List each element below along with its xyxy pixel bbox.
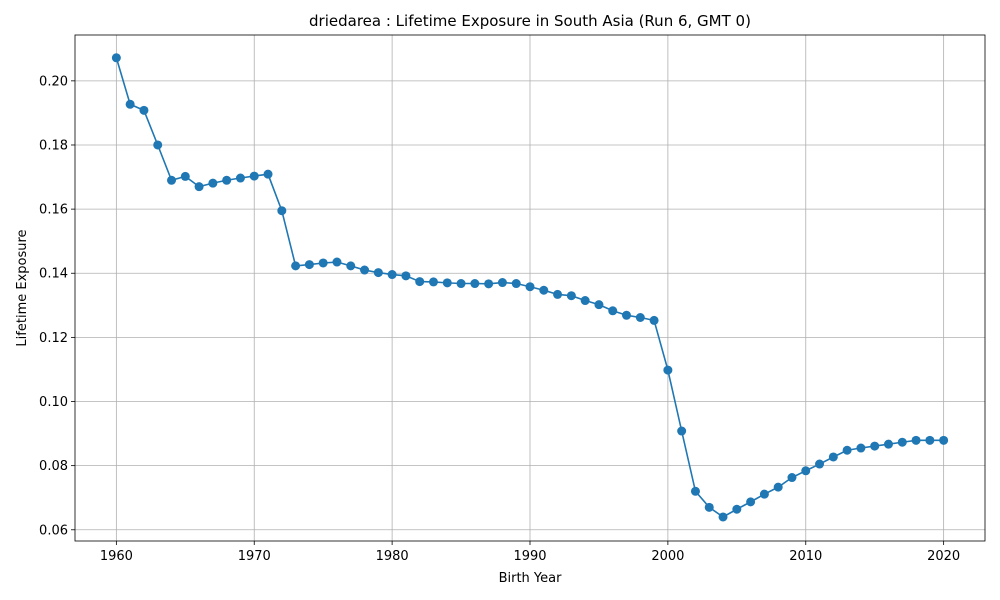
grid [75, 35, 985, 541]
data-point [401, 271, 411, 281]
data-point [235, 173, 245, 183]
data-point [277, 206, 287, 216]
data-point [525, 282, 535, 292]
x-tick-label: 2010 [789, 549, 822, 564]
data-point [883, 439, 893, 449]
data-point [125, 99, 135, 109]
data-point [194, 182, 204, 192]
data-point [180, 171, 190, 181]
data-point [511, 279, 521, 289]
data-point [911, 435, 921, 445]
data-point [442, 278, 452, 288]
data-point [291, 261, 301, 271]
data-point [580, 296, 590, 306]
data-point [553, 289, 563, 299]
data-point [828, 452, 838, 462]
data-point [387, 270, 397, 280]
data-point [746, 497, 756, 507]
data-point [484, 279, 494, 289]
y-tick-label: 0.10 [39, 395, 68, 410]
data-point [856, 443, 866, 453]
data-point [167, 175, 177, 185]
y-axis-label: Lifetime Exposure [15, 229, 30, 346]
y-tick-label: 0.08 [39, 459, 68, 474]
y-tick-label: 0.20 [39, 74, 68, 89]
data-point [925, 435, 935, 445]
data-point [801, 466, 811, 476]
data-point [608, 306, 618, 316]
x-tick-label: 1960 [100, 549, 133, 564]
data-point [690, 486, 700, 496]
y-tick-label: 0.14 [39, 267, 68, 282]
data-point [111, 53, 121, 63]
data-point [415, 277, 425, 287]
data-point [456, 279, 466, 289]
data-point [208, 178, 218, 188]
data-point [318, 258, 328, 268]
data-point [787, 473, 797, 483]
y-tick-label: 0.16 [39, 203, 68, 218]
data-point [704, 502, 714, 512]
data-point [773, 482, 783, 492]
data-point [635, 313, 645, 323]
data-point [222, 175, 232, 185]
data-point [249, 171, 259, 181]
data-point [373, 268, 383, 278]
data-point [594, 300, 604, 310]
data-point [360, 265, 370, 275]
data-point [677, 426, 687, 436]
data-point [663, 365, 673, 375]
x-tick-label: 2000 [651, 549, 684, 564]
ticks: 1960 1970 1980 1990 2000 2010 2020 0.06 0.08 0.10… [39, 74, 960, 564]
data-point [566, 291, 576, 301]
data-point [732, 504, 742, 514]
x-tick-label: 2020 [927, 549, 960, 564]
data-point [539, 285, 549, 295]
x-tick-label: 1980 [376, 549, 409, 564]
x-tick-label: 1990 [513, 549, 546, 564]
data-point [428, 277, 438, 287]
data-point [939, 435, 949, 445]
x-tick-label: 1970 [238, 549, 271, 564]
data-point [470, 279, 480, 289]
y-tick-label: 0.06 [39, 523, 68, 538]
data-point [497, 278, 507, 288]
data-point [304, 260, 314, 270]
series-layer [111, 53, 949, 522]
data-point [263, 169, 273, 179]
data-point [870, 441, 880, 451]
data-point [332, 257, 342, 267]
data-point [759, 489, 769, 499]
data-point [718, 512, 728, 522]
y-tick-label: 0.18 [39, 138, 68, 153]
data-point [815, 459, 825, 469]
data-point [153, 140, 163, 150]
data-point [346, 261, 356, 271]
data-point [649, 315, 659, 325]
data-point [622, 310, 632, 320]
x-axis-label: Birth Year [499, 571, 563, 586]
data-point [897, 437, 907, 447]
y-tick-label: 0.12 [39, 331, 68, 346]
chart-title: driedarea : Lifetime Exposure in South A… [309, 12, 751, 30]
data-point [139, 105, 149, 115]
data-point [842, 445, 852, 455]
